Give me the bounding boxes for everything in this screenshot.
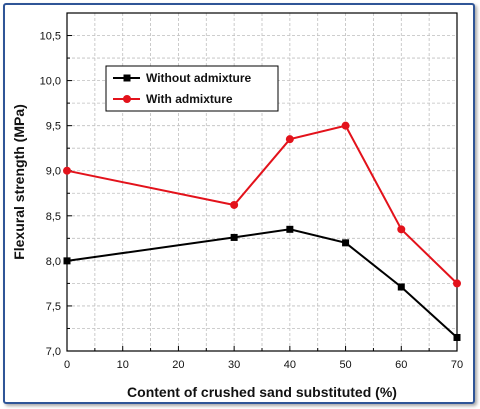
data-point-without-admixture [230,233,238,241]
x-tick-label: 40 [284,359,296,371]
x-tick-label: 50 [339,359,351,371]
x-tick-label: 10 [117,359,129,371]
data-point-with-admixture [341,121,350,130]
y-axis-label: Flexural strength (MPa) [11,104,27,260]
y-tick-label: 9,5 [46,121,61,133]
data-point-without-admixture [397,283,405,291]
x-tick-label: 60 [395,359,407,371]
y-tick-label: 7,0 [46,346,61,358]
data-point-with-admixture [230,200,239,209]
data-point-with-admixture [453,279,461,288]
figure-frame [3,3,475,404]
data-point-with-admixture [397,225,406,234]
legend-marker-with-admixture [123,95,131,103]
series-group [63,121,461,341]
x-axis-label: Content of crushed sand substituted (%) [127,384,397,400]
y-tick-label: 10,5 [40,31,61,43]
data-point-without-admixture [63,257,71,265]
data-point-without-admixture [342,239,350,247]
y-tick-label: 10,0 [40,76,61,88]
legend: Without admixture With admixture [105,65,279,112]
data-point-with-admixture [63,166,71,175]
x-tick-label: 20 [172,359,184,371]
data-point-without-admixture [453,333,461,341]
legend-box [105,65,279,112]
series-line-without-admixture [66,228,458,339]
legend-label-without-admixture: Without admixture [146,71,252,85]
data-point-with-admixture [285,135,294,144]
legend-label-with-admixture: With admixture [146,92,233,106]
series-line-with-admixture [66,124,458,285]
x-tick-label: 70 [451,359,463,371]
axis-ticks: 0 10 20 30 40 50 60 70 7,0 7,5 8,0 8,5 9,0 9,5 10,0 10,… [40,12,463,371]
data-point-without-admixture [286,225,294,233]
y-tick-label: 9,0 [46,166,61,178]
y-tick-label: 8,5 [46,211,61,223]
x-tick-label: 0 [64,359,70,371]
y-tick-label: 7,5 [46,301,61,313]
legend-marker-without-admixture [123,74,131,82]
x-tick-label: 30 [228,359,240,371]
y-tick-label: 8,0 [46,256,61,268]
